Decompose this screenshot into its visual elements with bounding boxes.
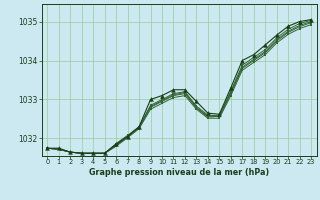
X-axis label: Graphe pression niveau de la mer (hPa): Graphe pression niveau de la mer (hPa): [89, 168, 269, 177]
